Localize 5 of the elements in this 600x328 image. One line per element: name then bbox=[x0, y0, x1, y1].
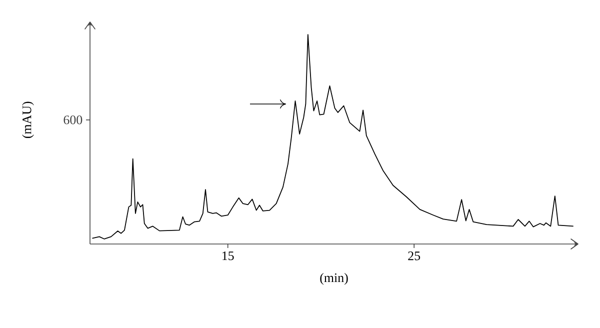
x-tick-label: 15 bbox=[222, 252, 234, 260]
x-axis-title: (min) bbox=[320, 273, 348, 285]
text: 600 bbox=[64, 116, 82, 124]
x-tick-label: 25 bbox=[408, 252, 420, 260]
y-axis-title: (mAU) bbox=[22, 102, 34, 138]
